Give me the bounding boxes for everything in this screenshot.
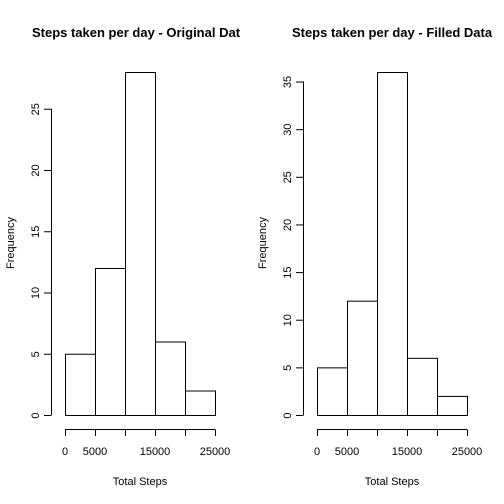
- y-tick-label: 35: [282, 76, 294, 88]
- histogram-bar: [155, 341, 186, 416]
- histogram-bar: [377, 72, 408, 416]
- histogram-bar: [125, 72, 156, 416]
- y-tick-label: 15: [30, 226, 42, 238]
- chart-title: Steps taken per day - Filled Data: [292, 25, 493, 40]
- histogram-bar: [317, 367, 348, 417]
- x-tick-label: 15000: [140, 446, 171, 458]
- histogram-panel-filled: Steps taken per day - Filled Data Total …: [257, 25, 493, 488]
- x-tick-label: 0: [314, 446, 320, 458]
- y-tick-label: 20: [282, 219, 294, 231]
- y-tick-label: 25: [30, 103, 42, 115]
- x-axis-label: Total Steps: [365, 476, 420, 488]
- y-tick-label: 5: [30, 351, 42, 357]
- x-axis-label: Total Steps: [113, 476, 168, 488]
- y-tick-label: 25: [282, 171, 294, 183]
- y-tick-label: 5: [282, 365, 294, 371]
- x-tick-label: 15000: [392, 446, 423, 458]
- histogram-bar: [437, 395, 468, 417]
- y-tick-label: 30: [282, 124, 294, 136]
- y-axis-label: Frequency: [5, 217, 17, 269]
- histogram-bar: [95, 268, 126, 416]
- x-tick-label: 25000: [452, 446, 483, 458]
- y-axis-label: Frequency: [257, 217, 269, 269]
- y-tick-label: 15: [282, 266, 294, 278]
- y-tick-label: 10: [30, 287, 42, 299]
- chart-title: Steps taken per day - Original Dat: [32, 25, 241, 40]
- histogram-bar: [185, 390, 216, 416]
- y-tick-label: 0: [282, 412, 294, 418]
- y-tick-label: 0: [30, 412, 42, 418]
- histogram-bar: [347, 300, 378, 416]
- x-tick-label: 0: [62, 446, 68, 458]
- y-tick-label: 20: [30, 164, 42, 176]
- histogram-bar: [407, 357, 438, 417]
- histogram-panel-original: Steps taken per day - Original Dat Total…: [5, 25, 241, 488]
- y-tick-label: 10: [282, 314, 294, 326]
- x-tick-label: 5000: [335, 446, 359, 458]
- histogram-bar: [65, 353, 96, 416]
- x-tick-label: 5000: [83, 446, 107, 458]
- x-tick-label: 25000: [200, 446, 231, 458]
